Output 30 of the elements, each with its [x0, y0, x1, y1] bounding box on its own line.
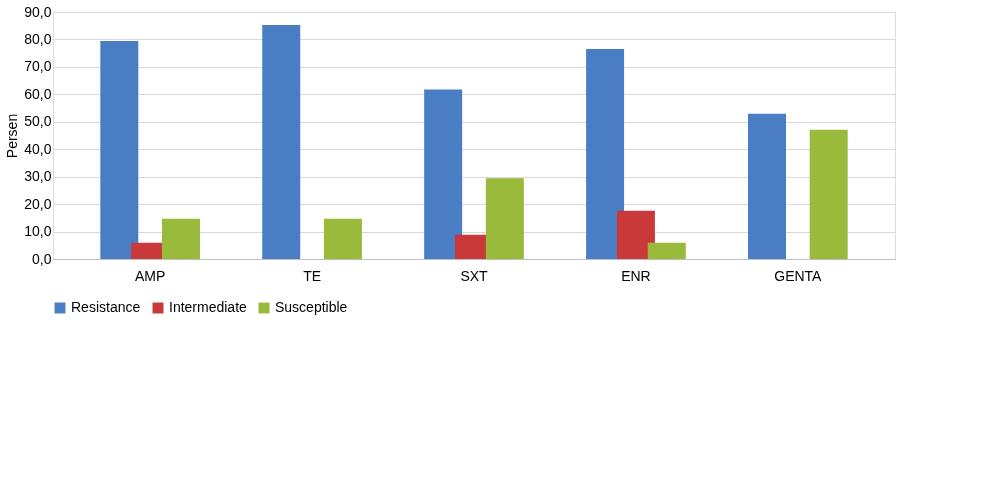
bar: [424, 89, 463, 259]
y-tick-label: 10,0: [24, 223, 52, 240]
y-tick-label: 0,0: [32, 250, 52, 267]
y-tick-label: 70,0: [24, 58, 52, 75]
bar: [262, 24, 301, 259]
bar: [162, 218, 200, 259]
bar: [748, 113, 786, 259]
y-tick-label: 80,0: [24, 30, 52, 47]
bar: [100, 41, 139, 259]
x-tick-label: ENR: [621, 267, 651, 284]
legend-label: Susceptible: [275, 299, 348, 315]
legend-label: Resistance: [71, 299, 141, 315]
x-tick-label: TE: [303, 267, 322, 284]
y-axis-title: Persen: [4, 113, 21, 159]
y-tick-label: 50,0: [24, 113, 52, 130]
y-tick-label: 20,0: [24, 195, 52, 212]
y-tick-label: 90,0: [24, 3, 52, 20]
bar: [809, 129, 848, 259]
legend-label: Intermediate: [169, 299, 248, 315]
x-tick-label: AMP: [134, 267, 166, 284]
y-tick-label: 30,0: [24, 168, 52, 185]
bar: [323, 218, 362, 259]
bar: [616, 210, 655, 259]
x-tick-label: SXT: [460, 267, 489, 284]
y-tick-label: 60,0: [24, 85, 52, 102]
bar: [647, 242, 686, 259]
bar: [485, 178, 524, 259]
bar: [586, 49, 625, 259]
x-tick-label: GENTA: [774, 267, 823, 284]
y-tick-label: 40,0: [24, 140, 52, 157]
